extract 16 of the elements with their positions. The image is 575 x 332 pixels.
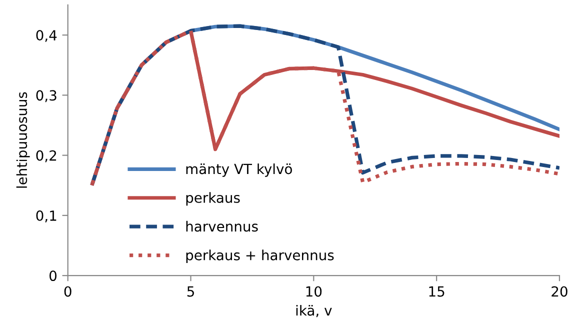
legend-label: mänty VT kylvö [186, 163, 292, 177]
y-tick-label: 0,3 [36, 90, 56, 102]
y-tick-label: 0,1 [36, 210, 56, 222]
x-tick-label: 15 [429, 286, 444, 297]
x-tick-label: 5 [187, 286, 194, 297]
x-tick-label: 0 [64, 286, 72, 297]
legend-label: perkaus + harvennus [186, 250, 334, 264]
y-tick-label: 0,4 [36, 30, 57, 42]
legend-label: harvennus [186, 220, 258, 232]
x-axis-title: ikä, v [296, 304, 332, 318]
legend-label: perkaus [186, 192, 240, 206]
x-tick-label: 10 [306, 286, 322, 297]
y-tick-label: 0,2 [36, 150, 56, 162]
y-tick-label: 0 [50, 270, 57, 282]
y-axis-title: lehtipuuosuus [16, 92, 30, 188]
x-tick-label: 20 [552, 286, 568, 297]
